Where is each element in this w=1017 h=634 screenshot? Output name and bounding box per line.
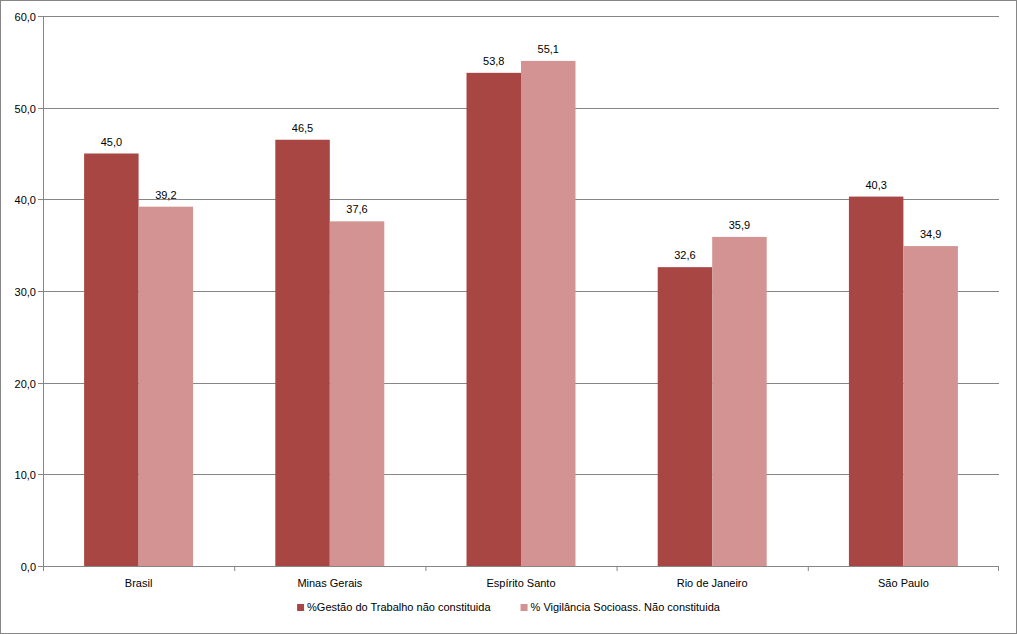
legend: %Gestão do Trabalho não constituida % Vig… — [297, 601, 721, 613]
bar — [84, 154, 138, 567]
bar — [903, 246, 957, 566]
tick-label: 30,0 — [15, 286, 36, 298]
grid-line — [43, 566, 999, 567]
tick-label: 60,0 — [15, 11, 36, 23]
data-label: 53,8 — [483, 55, 504, 67]
tick-mark — [38, 108, 43, 109]
category-label: Minas Gerais — [297, 577, 362, 589]
tick-mark — [38, 16, 43, 17]
legend-label: % Vigilância Socioass. Não constituida — [531, 601, 721, 613]
bars — [84, 61, 958, 566]
data-label: 34,9 — [920, 228, 941, 240]
tick-mark — [38, 199, 43, 200]
tick-mark — [38, 383, 43, 384]
legend-label: %Gestão do Trabalho não constituida — [307, 601, 491, 613]
data-label: 37,6 — [346, 203, 367, 215]
data-labels: 45,0 39,2 46,5 37,6 53,8 55,1 32,6 35,9 40,3 34,9 — [101, 43, 942, 261]
data-label: 39,2 — [155, 189, 176, 201]
grid-line — [43, 16, 999, 17]
tick-label: 20,0 — [15, 378, 36, 390]
chart-frame — [1, 1, 1017, 634]
data-label: 35,9 — [729, 219, 750, 231]
x-axis — [43, 566, 999, 567]
category-tick — [43, 566, 44, 571]
data-label: 55,1 — [538, 43, 559, 55]
category-tick — [617, 566, 618, 571]
bar — [521, 61, 575, 566]
tick-mark — [38, 566, 43, 567]
category-label: Brasil — [125, 577, 153, 589]
category-tick — [808, 566, 809, 571]
tick-label: 10,0 — [15, 469, 36, 481]
bar — [467, 73, 521, 566]
data-label: 32,6 — [674, 249, 695, 261]
y-axis — [43, 16, 44, 566]
legend-swatch — [297, 604, 304, 611]
bar — [330, 221, 384, 566]
category-tick — [998, 566, 999, 571]
category-label: Rio de Janeiro — [677, 577, 748, 589]
tick-label: 40,0 — [15, 194, 36, 206]
chart: 0,0 10,0 20,0 30,0 40,0 50,0 60,0 45,0 39,2 46,5 3… — [0, 0, 1017, 634]
category-label: Espírito Santo — [486, 577, 555, 589]
bar — [849, 197, 903, 566]
tick-mark — [38, 291, 43, 292]
bar — [275, 140, 329, 566]
legend-swatch — [521, 604, 528, 611]
category-label: São Paulo — [878, 577, 929, 589]
data-label: 46,5 — [292, 122, 313, 134]
tick-mark — [38, 474, 43, 475]
tick-label: 50,0 — [15, 103, 36, 115]
category-tick — [425, 566, 426, 571]
bar — [712, 237, 766, 566]
data-label: 40,3 — [865, 179, 886, 191]
data-label: 45,0 — [101, 136, 122, 148]
bar — [658, 267, 712, 566]
tick-label: 0,0 — [21, 561, 36, 573]
category-tick — [234, 566, 235, 571]
bar — [139, 207, 193, 566]
